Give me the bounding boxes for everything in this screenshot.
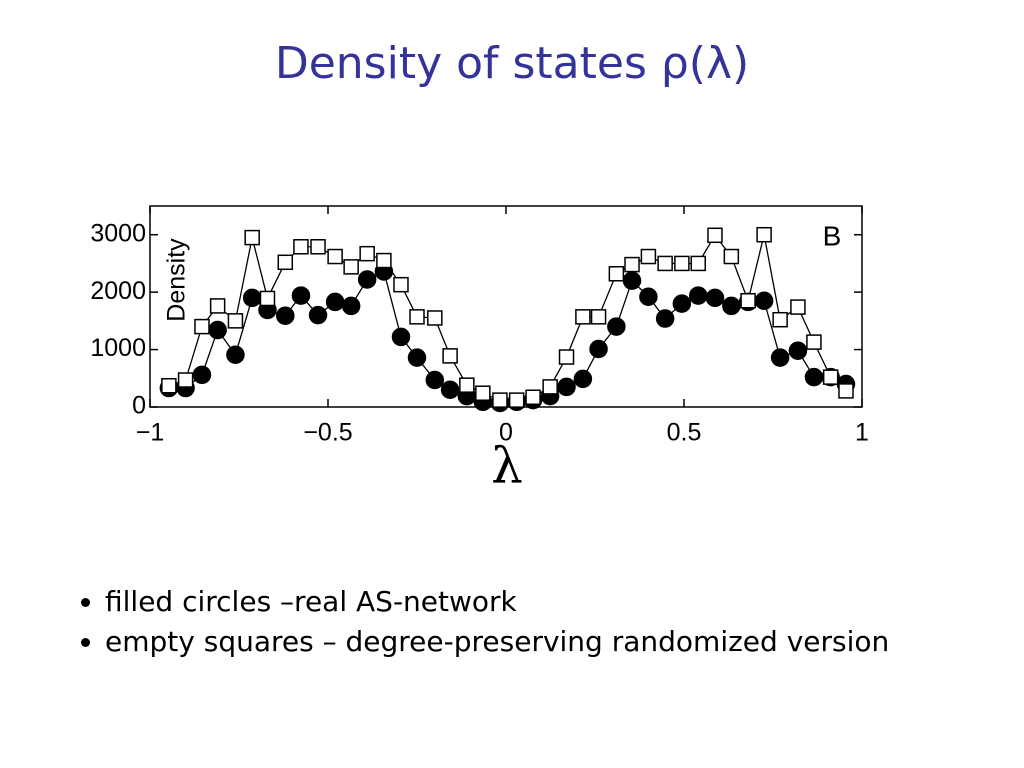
data-point — [688, 286, 708, 305]
y-axis-label: Density — [163, 238, 191, 322]
data-point — [573, 369, 593, 389]
data-point — [639, 287, 658, 306]
data-point — [822, 369, 839, 385]
y-tick-label: 3000 — [90, 219, 146, 247]
data-point — [359, 245, 375, 262]
data-point — [608, 266, 625, 282]
data-point — [276, 306, 295, 325]
data-point — [790, 299, 806, 315]
data-point — [442, 348, 458, 364]
data-point — [722, 296, 741, 316]
data-point — [226, 345, 245, 364]
data-point — [542, 379, 558, 395]
data-point — [244, 229, 260, 246]
data-point — [508, 392, 525, 408]
data-point — [756, 226, 772, 243]
data-point — [740, 293, 756, 309]
data-point — [209, 298, 226, 314]
data-point — [161, 378, 177, 394]
data-point — [575, 309, 591, 325]
y-tick-label: 2000 — [90, 277, 146, 305]
data-point — [259, 290, 276, 307]
data-point — [393, 276, 409, 293]
x-tick-label: 1 — [855, 419, 869, 447]
data-point — [242, 288, 262, 308]
slide-title: Density of states ρ(λ) — [274, 38, 750, 89]
data-point — [622, 271, 642, 290]
data-point — [589, 339, 608, 359]
data-point — [407, 348, 427, 367]
bullet: filled circles –real AS-network — [105, 582, 889, 622]
data-point — [806, 334, 822, 350]
data-point — [391, 327, 411, 347]
data-point — [409, 309, 425, 325]
y-tick-label: 0 — [132, 392, 146, 420]
data-point — [772, 311, 788, 328]
data-point — [624, 256, 640, 273]
data-point — [325, 292, 345, 312]
data-point — [690, 255, 706, 272]
data-point — [376, 252, 392, 269]
bullet: empty squares – degree-preserving random… — [105, 622, 889, 662]
data-point — [308, 305, 328, 325]
data-point — [277, 254, 294, 271]
data-point — [475, 385, 491, 401]
data-point — [194, 318, 210, 335]
data-point — [291, 286, 311, 305]
panel-label: B — [823, 220, 842, 251]
data-point — [558, 349, 575, 365]
data-point — [788, 341, 808, 360]
x-tick-label: −0.5 — [303, 419, 352, 447]
data-point — [192, 365, 212, 385]
data-point — [754, 291, 774, 311]
data-point — [177, 372, 194, 388]
data-point — [208, 320, 227, 340]
data-point — [227, 313, 244, 329]
data-point — [310, 239, 326, 255]
data-point — [657, 255, 673, 272]
data-point — [557, 377, 576, 397]
data-point — [492, 392, 508, 408]
data-point — [343, 259, 359, 275]
x-tick-label: 0.5 — [667, 419, 702, 447]
data-point — [674, 255, 690, 272]
data-point — [327, 248, 343, 265]
x-tick-label: −1 — [136, 419, 165, 447]
data-point — [707, 227, 723, 244]
data-point — [425, 370, 445, 390]
data-point — [838, 383, 854, 399]
data-point — [705, 288, 725, 308]
x-axis-label: λ — [491, 437, 523, 495]
data-point — [440, 380, 460, 400]
data-point — [672, 294, 692, 313]
data-point — [770, 348, 790, 367]
data-point — [723, 248, 740, 265]
data-point — [804, 367, 824, 387]
data-point — [655, 309, 675, 328]
data-point — [607, 317, 626, 336]
data-point — [590, 309, 607, 325]
data-point — [293, 239, 309, 255]
x-tick-label: 0 — [499, 419, 513, 447]
data-point — [341, 296, 361, 316]
data-point — [525, 389, 541, 405]
data-point — [427, 310, 443, 326]
data-point — [640, 248, 657, 265]
bullet-list: filled circles –real AS-network empty sq… — [80, 582, 889, 662]
y-tick-label: 1000 — [90, 334, 146, 362]
data-point — [459, 377, 475, 393]
data-point — [357, 270, 377, 289]
